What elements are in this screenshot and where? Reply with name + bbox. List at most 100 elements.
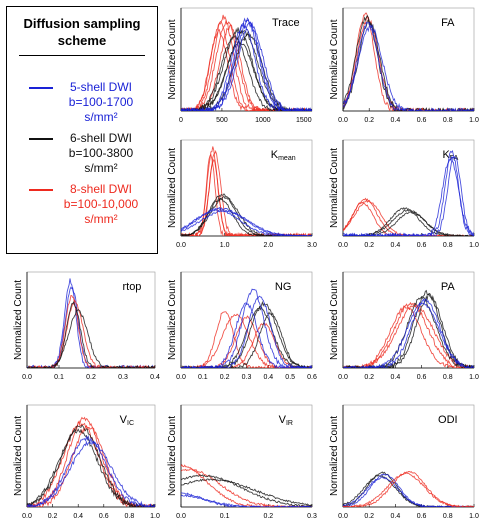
x-tick-label: 0.4 [391,242,401,249]
panel-frame [180,271,313,369]
series-curve [181,300,312,368]
series-curve [181,305,312,368]
series-curve [27,421,155,507]
x-tick-label: 0.3 [307,513,317,520]
series-curve [343,474,474,507]
series-curve [181,27,312,111]
series-curve [27,428,155,507]
series-curve [343,21,474,111]
legend-entry-5shell-line1: 5-shell DWI [69,80,132,94]
y-axis-label: Normalized Count [329,19,340,99]
panel-title: VIC [120,414,134,427]
series-curve [181,313,312,368]
x-tick-label: 0.0 [176,374,186,381]
x-tick-label: 0.2 [364,117,374,124]
panel-title: NG [275,281,292,293]
legend-entry-6shell: 6-shell DWI b=100-3800 s/mm² [49,131,153,176]
legend-title-line1: Diffusion sampling [23,16,141,31]
series-curve [181,22,312,111]
series-curve [27,299,155,368]
x-tick-label: 0.2 [48,513,58,520]
legend-entry-8shell: 8-shell DWI b=100-10,000 s/mm² [49,182,153,227]
series-curve [343,289,474,368]
panel-7: 0.0 0.2 0.4 0.6 0.8 1.0 Normalized Count VIC [13,404,160,520]
panel-8: 0.0 0.1 0.2 0.3 Normalized Count VIR [167,404,317,520]
x-tick-label: 0.8 [443,117,453,124]
x-tick-label: 0.6 [417,374,427,381]
series-curve [181,493,312,507]
panel-title: ODI [438,414,458,426]
legend-entry-5shell-line2: b=100-1700 [68,95,134,109]
series-curve [343,23,474,111]
legend-line-8shell [29,189,53,191]
series-curve [343,12,474,111]
x-tick-label: 0.6 [417,513,427,520]
panel-9: 0.0 0.2 0.4 0.6 0.8 1.0 Normalized Count ODI [329,404,479,520]
legend-entry-6shell-line2: b=100-3800 [68,146,134,160]
x-tick-label: 0.4 [263,374,273,381]
x-tick-label: 0.0 [176,513,186,520]
series-curve [343,201,474,236]
series-curve [27,309,155,368]
legend-entry-8shell-line3: s/mm² [84,212,118,226]
x-tick-label: 1.0 [469,513,479,520]
series-curve [343,156,474,236]
series-curve [343,295,474,368]
y-axis-label: Normalized Count [329,416,340,496]
series-curve [181,468,312,507]
legend-entry-5shell-line3: s/mm² [84,110,118,124]
legend-title-line2: scheme [57,33,107,48]
x-tick-label: 2.0 [263,242,273,249]
series-curve [343,472,474,507]
legend-entry-6shell-line3: s/mm² [84,161,118,175]
x-tick-label: 0.0 [176,242,186,249]
series-curve [343,476,474,507]
panel-title: FA [441,17,455,29]
series-curve [181,295,312,368]
series-curve [343,14,474,111]
series-curve [181,197,312,236]
x-tick-label: 0.2 [86,374,96,381]
y-axis-label: Normalized Count [13,416,24,496]
x-tick-label: 0.0 [338,117,348,124]
panel-1: 0.0 0.2 0.4 0.6 0.8 1.0 Normalized Count FA [329,7,479,124]
x-tick-label: 0.0 [22,374,32,381]
x-tick-label: 0.8 [125,513,135,520]
x-tick-label: 0.5 [285,374,295,381]
x-tick-label: 0.3 [118,374,128,381]
legend-box: Diffusion sampling scheme 5-shell DWI b=… [6,6,158,254]
x-tick-label: 0.6 [417,117,427,124]
series-curve [343,298,474,368]
x-tick-label: 0.6 [417,242,427,249]
series-curve [181,17,312,111]
series-curve [27,286,155,368]
series-curve [343,150,474,236]
x-tick-label: 0.2 [263,513,273,520]
series-curve [181,311,312,368]
series-curve [181,24,312,111]
x-tick-label: 0.8 [443,513,453,520]
x-tick-label: 500 [216,117,228,124]
x-tick-label: 0.4 [391,117,401,124]
series-curve [343,16,474,111]
series-curve [181,311,312,368]
x-tick-label: 0.1 [198,374,208,381]
panel-title: Kmean [271,149,296,162]
legend-entry-8shell-line2: b=100-10,000 [63,197,139,211]
series-curve [181,209,312,236]
series-curve [181,195,312,236]
y-axis-label: Normalized Count [329,148,340,228]
series-curve [27,294,155,368]
series-curve [343,209,474,236]
x-tick-label: 0.2 [364,513,374,520]
panel-5: 0.0 0.1 0.2 0.3 0.4 0.5 0.6 Normalized Count NG [167,271,317,381]
x-tick-label: 0.1 [54,374,64,381]
x-tick-label: 0.2 [364,374,374,381]
y-axis-label: Normalized Count [167,19,178,99]
x-tick-label: 0.1 [220,513,230,520]
x-tick-label: 0.0 [338,513,348,520]
series-curve [27,435,155,507]
x-tick-label: 0.4 [391,374,401,381]
series-curve [181,19,312,111]
